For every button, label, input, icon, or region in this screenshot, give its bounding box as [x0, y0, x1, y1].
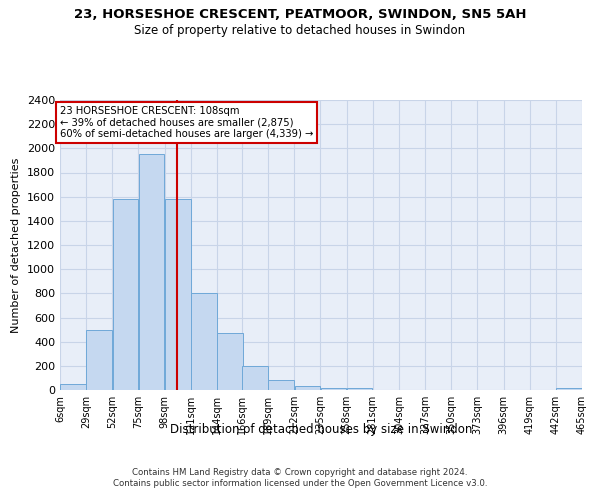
Bar [321, 388, 346, 390]
Bar [60, 384, 86, 390]
Bar [191, 294, 217, 390]
Bar [113, 199, 138, 390]
Bar [139, 154, 164, 390]
Y-axis label: Number of detached properties: Number of detached properties [11, 158, 22, 332]
Bar [295, 386, 320, 390]
Bar [268, 380, 294, 390]
Bar [165, 199, 191, 390]
Text: 23, HORSESHOE CRESCENT, PEATMOOR, SWINDON, SN5 5AH: 23, HORSESHOE CRESCENT, PEATMOOR, SWINDO… [74, 8, 526, 20]
Text: Contains HM Land Registry data © Crown copyright and database right 2024.
Contai: Contains HM Land Registry data © Crown c… [113, 468, 487, 487]
Bar [347, 388, 373, 390]
Bar [242, 366, 268, 390]
Bar [86, 330, 112, 390]
Text: Distribution of detached houses by size in Swindon: Distribution of detached houses by size … [170, 422, 472, 436]
Text: Size of property relative to detached houses in Swindon: Size of property relative to detached ho… [134, 24, 466, 37]
Bar [217, 333, 243, 390]
Text: 23 HORSESHOE CRESCENT: 108sqm
← 39% of detached houses are smaller (2,875)
60% o: 23 HORSESHOE CRESCENT: 108sqm ← 39% of d… [60, 106, 313, 139]
Bar [556, 388, 582, 390]
